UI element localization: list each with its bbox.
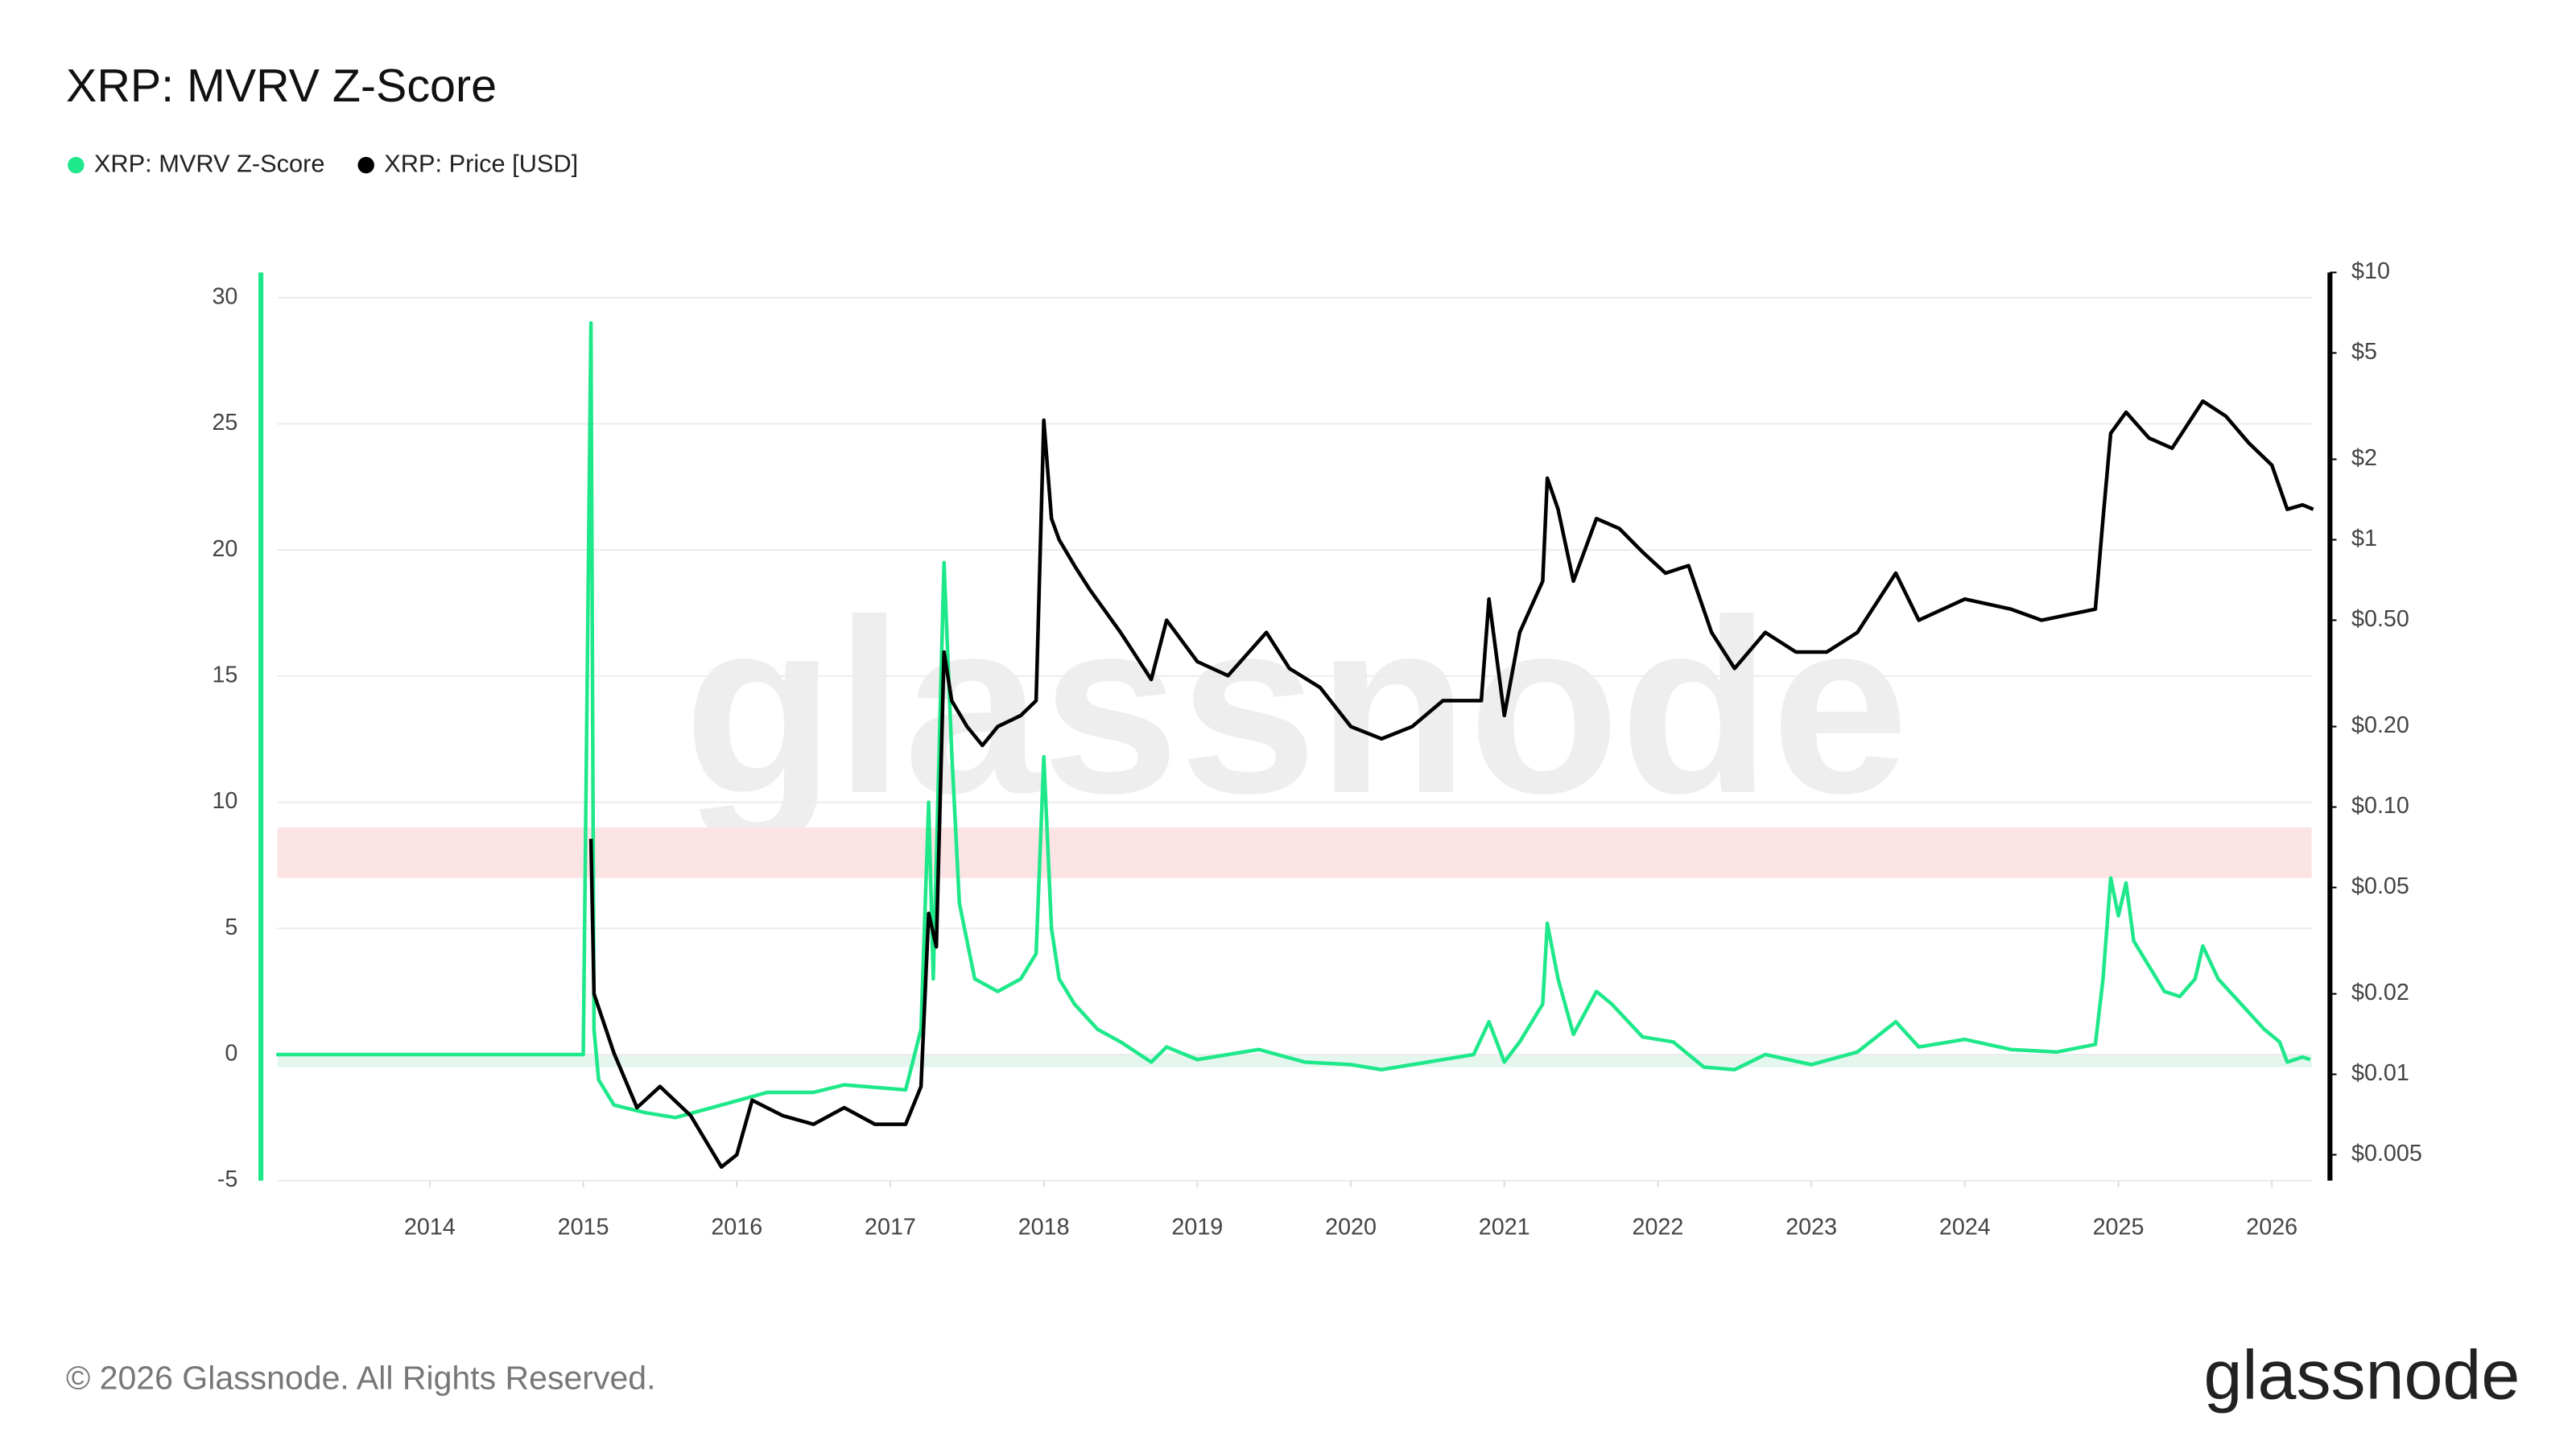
x-tick-label: 2025 [2093, 1215, 2145, 1241]
y-tick-label: 20 [212, 536, 237, 562]
y2-tick-label: $5 [2351, 339, 2377, 365]
legend-label: XRP: Price [USD] [384, 149, 578, 177]
y2-tick-label: $0.01 [2351, 1060, 2409, 1086]
y-tick-label: 15 [212, 662, 237, 687]
series-line [276, 320, 2311, 1120]
footer: © 2026 Glassnode. All Rights Reserved. [66, 1360, 655, 1397]
y-tick-label: 0 [225, 1041, 237, 1067]
y2-tick-label: $0.10 [2351, 793, 2409, 819]
x-tick-label: 2016 [711, 1215, 762, 1241]
y2-tick-label: $2 [2351, 445, 2377, 471]
x-tick-label: 2024 [1939, 1215, 1991, 1241]
y-tick-label: 10 [212, 788, 237, 814]
x-tick-label: 2018 [1018, 1215, 1070, 1241]
x-tick-label: 2020 [1325, 1215, 1377, 1241]
y2-tick-label: $1 [2351, 526, 2377, 551]
y2-tick-label: $0.005 [2351, 1141, 2422, 1166]
legend-swatch [357, 156, 374, 174]
x-tick-label: 2015 [558, 1215, 609, 1241]
y2-tick-label: $10 [2351, 258, 2390, 284]
x-tick-label: 2019 [1171, 1215, 1223, 1241]
x-tick-label: 2026 [2246, 1215, 2297, 1241]
legend-swatch [68, 156, 85, 174]
watermark: glassnode [683, 568, 1909, 846]
x-tick-label: 2021 [1479, 1215, 1530, 1241]
chart-title: XRP: MVRV Z-Score [66, 60, 497, 112]
x-tick-label: 2014 [404, 1215, 456, 1241]
y-tick-label: 25 [212, 410, 237, 436]
brand-logo: glassnode [2204, 1337, 2520, 1414]
y2-tick-label: $0.20 [2351, 712, 2409, 738]
y2-tick-label: $0.05 [2351, 873, 2409, 899]
legend-label: XRP: MVRV Z-Score [94, 149, 325, 177]
y2-tick-label: $0.02 [2351, 980, 2409, 1005]
y2-tick-label: $0.50 [2351, 606, 2409, 632]
band [277, 827, 2312, 878]
x-tick-label: 2017 [865, 1215, 916, 1241]
x-tick-label: 2022 [1633, 1215, 1684, 1241]
y-tick-label: 5 [225, 914, 237, 940]
y-tick-label: 30 [212, 283, 237, 309]
x-tick-label: 2023 [1785, 1215, 1837, 1241]
y-tick-label: -5 [217, 1166, 238, 1192]
series-line [588, 399, 2314, 1169]
